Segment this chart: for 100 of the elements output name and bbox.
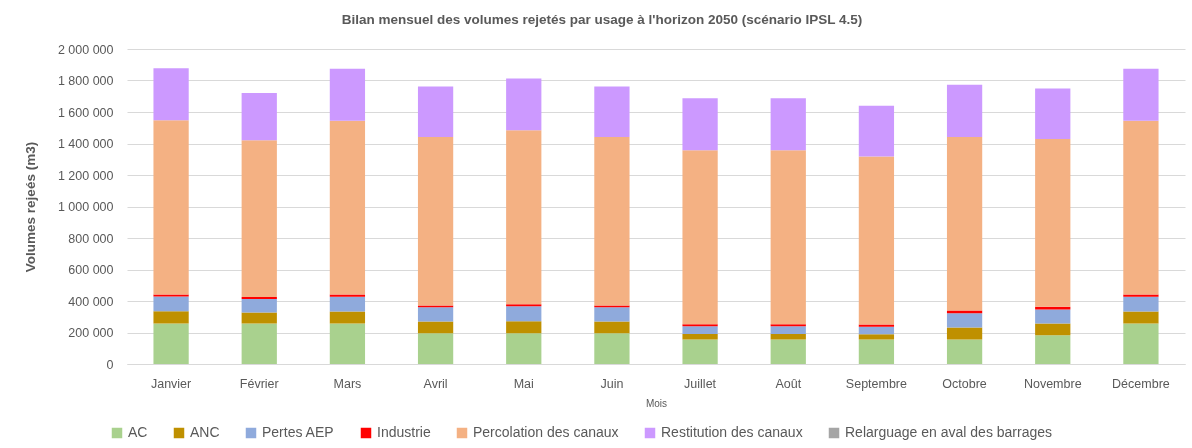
y-tick-label: 1 200 000: [57, 168, 114, 183]
bar: [1123, 68, 1159, 121]
bar: [1123, 296, 1159, 312]
bar: [329, 294, 366, 297]
bar: [153, 311, 189, 324]
chart-title: Bilan mensuel des volumes rejetés par usage à l'horizon 2050 (scénario IPSL 4.5): [341, 11, 863, 27]
bar: [1035, 323, 1071, 336]
bar: [946, 136, 983, 311]
bar: [329, 323, 366, 364]
bar: [153, 296, 189, 312]
y-tick-label: 400 000: [68, 294, 114, 309]
bar: [1123, 311, 1159, 324]
bar: [594, 333, 630, 364]
bar: [506, 304, 542, 307]
y-tick-label: 1 000 000: [57, 200, 114, 214]
bar: [417, 333, 454, 364]
x-tick-label: Septembre: [845, 376, 908, 391]
y-axis-title: Volumes rejeés (m3): [22, 141, 38, 273]
bar: [417, 307, 454, 322]
bar: [770, 333, 806, 340]
bar: [682, 339, 718, 364]
bar: [329, 296, 366, 312]
bar: [594, 307, 630, 322]
bar: [946, 327, 983, 340]
y-tick-label: 0: [106, 357, 114, 372]
bar: [241, 297, 277, 300]
bar: [506, 130, 542, 305]
x-tick-label: Juin: [600, 376, 624, 391]
bar: [506, 333, 542, 364]
bar: [1035, 306, 1071, 310]
bar: [241, 299, 277, 313]
bar: [682, 324, 718, 327]
bar: [770, 326, 806, 334]
x-tick-label: Février: [239, 376, 279, 391]
legend-label: Relarguage en aval des barrages: [845, 424, 1053, 440]
x-tick-label: Juillet: [684, 376, 717, 391]
bar: [858, 326, 895, 335]
legend-label: AC: [128, 424, 148, 440]
bar: [153, 120, 189, 295]
bar: [153, 294, 189, 297]
y-tick-label: 800 000: [68, 231, 114, 246]
y-tick-label: 1 400 000: [57, 137, 114, 151]
bar: [770, 339, 806, 364]
bar: [594, 86, 630, 137]
bar: [153, 323, 189, 364]
legend-label: Percolation des canaux: [473, 424, 619, 440]
legend-label: Pertes AEP: [262, 424, 334, 440]
bar: [858, 324, 895, 327]
bar: [770, 98, 806, 151]
bar: [241, 93, 277, 141]
x-tick-label: Janvier: [150, 376, 192, 391]
bar: [417, 136, 454, 306]
y-tick-label: 1 600 000: [57, 105, 114, 120]
bar: [946, 339, 983, 364]
x-tick-label: Mai: [513, 376, 534, 391]
legend-label: ANC: [190, 424, 220, 440]
bar: [946, 84, 983, 137]
bar: [858, 105, 895, 157]
x-tick-label: Octobre: [942, 376, 987, 391]
bar: [682, 326, 718, 334]
bar: [1035, 335, 1071, 364]
x-tick-label: Avril: [423, 376, 448, 391]
bar: [858, 339, 895, 364]
x-tick-label: Mars: [333, 376, 362, 391]
bar: [153, 68, 189, 121]
bar: [682, 333, 718, 340]
bar: [594, 321, 630, 334]
bar: [858, 334, 895, 340]
bar: [329, 120, 366, 295]
bar: [1035, 138, 1071, 307]
bar: [946, 310, 983, 314]
bar: [1035, 309, 1071, 324]
x-tick-label: Août: [775, 376, 802, 391]
x-tick-label: Décembre: [1112, 376, 1170, 391]
bar: [770, 150, 806, 325]
bar: [506, 78, 542, 131]
bar: [241, 312, 277, 324]
bar: [241, 140, 277, 298]
y-tick-label: 1 800 000: [57, 74, 114, 88]
y-tick-label: 200 000: [68, 326, 114, 340]
bar: [329, 68, 366, 121]
bar: [506, 306, 542, 322]
bar: [1123, 323, 1159, 364]
x-axis-title: Mois: [645, 397, 668, 409]
bar: [682, 150, 718, 325]
bar: [770, 324, 806, 327]
bar: [1035, 88, 1071, 139]
bar: [682, 98, 718, 151]
bar: [946, 313, 983, 328]
legend-label: Industrie: [377, 424, 431, 440]
bar: [1123, 120, 1159, 295]
bar: [1123, 294, 1159, 297]
bar: [417, 321, 454, 334]
bar: [506, 321, 542, 334]
y-tick-label: 2 000 000: [57, 42, 114, 57]
y-tick-label: 600 000: [68, 263, 114, 277]
bar: [417, 86, 454, 137]
bar: [858, 156, 895, 325]
bar: [594, 136, 630, 306]
bar: [241, 323, 277, 364]
